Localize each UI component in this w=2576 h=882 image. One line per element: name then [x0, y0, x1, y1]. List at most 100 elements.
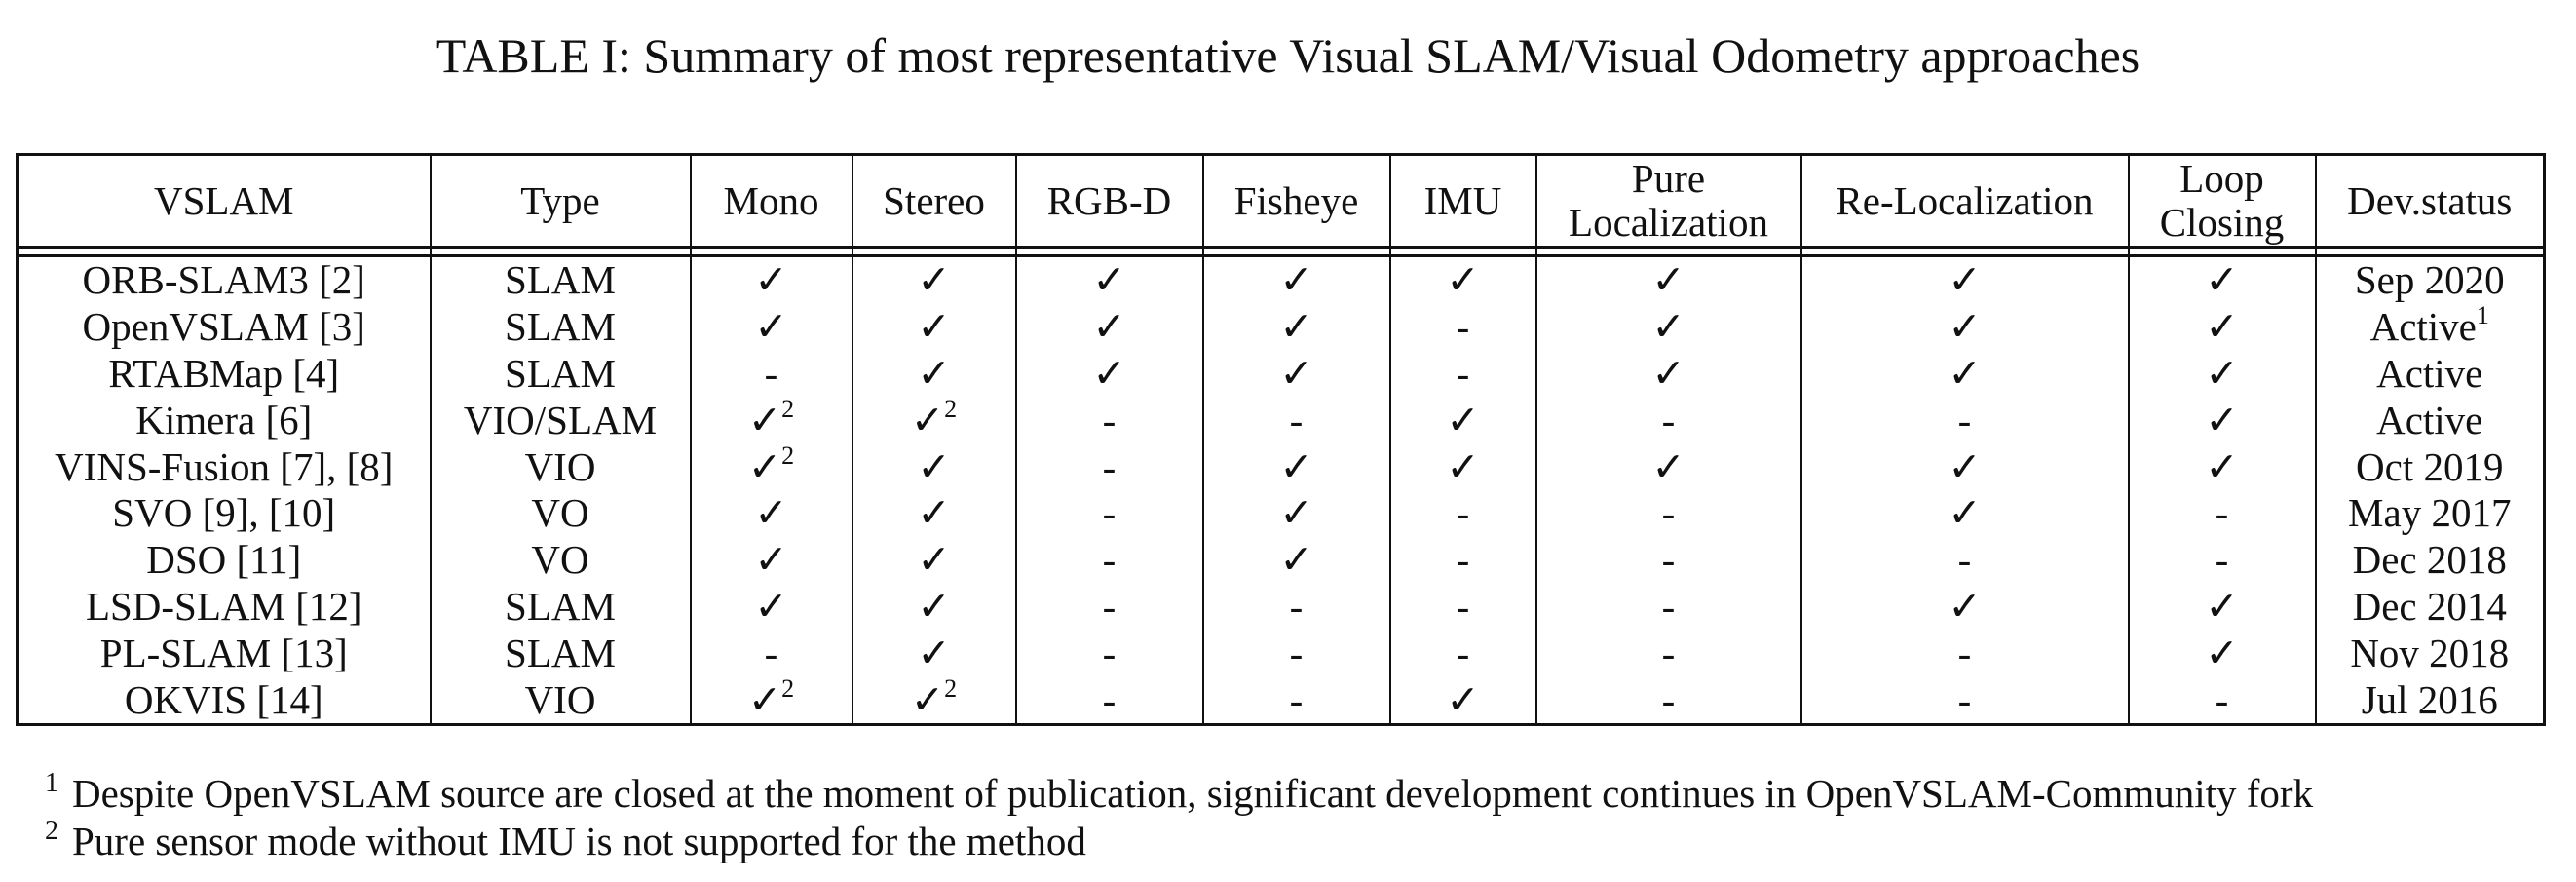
cell-vslam: DSO [11] [16, 536, 432, 584]
cell-pure-localization-value: ✓ [1651, 257, 1686, 303]
cell-type: VIO/SLAM [429, 397, 692, 444]
cell-pure-localization: - [1534, 397, 1802, 444]
cell-pure-localization-value: ✓ [1651, 304, 1686, 350]
cell-stereo: ✓ [851, 350, 1017, 398]
cell-type-value: VO [531, 537, 589, 583]
cell-vslam-value: OpenVSLAM [3] [82, 304, 365, 350]
cell-pure-localization-value: - [1661, 676, 1676, 722]
header-row: VSLAM Type Mono Stereo RGB-D Fisheye IMU… [16, 153, 2546, 249]
cell-relocalization: - [1799, 536, 2130, 584]
footnote-ref: 2 [781, 673, 795, 703]
cell-dev-status: Dec 2014 [2314, 583, 2546, 631]
cell-fisheye-value: - [1289, 583, 1304, 629]
cell-imu: ✓ [1388, 443, 1537, 490]
cell-loop-closing-value: - [2215, 490, 2229, 536]
cell-dev-status: Active [2314, 397, 2546, 444]
cell-loop-closing-value: ✓ [2205, 443, 2239, 489]
cell-dev-status: May 2017 [2314, 489, 2546, 537]
cell-imu: - [1388, 303, 1537, 351]
cell-type-value: VO [531, 490, 589, 536]
cell-fisheye: ✓ [1201, 489, 1391, 537]
cell-mono: ✓2 [689, 442, 853, 490]
cell-imu-value: - [1456, 490, 1470, 536]
cell-loop-closing: ✓ [2127, 630, 2317, 677]
cell-stereo: ✓ [851, 253, 1017, 304]
cell-fisheye-value: ✓ [1279, 490, 1313, 536]
cell-relocalization: - [1799, 676, 2130, 726]
cell-dev-status: Nov 2018 [2314, 630, 2546, 677]
cell-rgbd-value: ✓ [1092, 304, 1126, 350]
cell-vslam: Kimera [6] [16, 397, 432, 444]
cell-loop-closing: - [2127, 676, 2317, 726]
cell-fisheye-value: ✓ [1279, 257, 1313, 303]
cell-type-value: VIO [524, 676, 596, 722]
cell-vslam-value: SVO [9], [10] [112, 490, 336, 536]
cell-type: VO [429, 489, 692, 537]
footnotes: 1 Despite OpenVSLAM source are closed at … [45, 770, 2313, 865]
cell-pure-localization-value: - [1661, 630, 1676, 675]
cell-type-value: VIO/SLAM [463, 397, 658, 442]
cell-rgbd: - [1014, 583, 1204, 631]
cell-loop-closing: ✓ [2127, 253, 2317, 304]
cell-loop-closing-value: - [2215, 676, 2229, 722]
cell-dev-status-value: Active [2376, 350, 2483, 396]
cell-fisheye-value: ✓ [1279, 443, 1313, 489]
cell-vslam: VINS-Fusion [7], [8] [16, 443, 432, 490]
cell-vslam: RTABMap [4] [16, 350, 432, 398]
cell-vslam: OpenVSLAM [3] [16, 303, 432, 351]
cell-stereo-value: ✓ [910, 397, 945, 442]
cell-pure-localization: - [1534, 489, 1802, 537]
cell-stereo: ✓ [851, 443, 1017, 490]
cell-loop-closing: ✓ [2127, 303, 2317, 351]
cell-relocalization: ✓ [1799, 489, 2130, 537]
cell-rgbd-value: - [1102, 676, 1117, 722]
cell-imu: - [1388, 536, 1537, 584]
cell-type-value: SLAM [505, 257, 616, 303]
header-stereo: Stereo [851, 153, 1017, 249]
cell-fisheye-value: - [1289, 397, 1304, 442]
cell-pure-localization-value: - [1661, 490, 1676, 536]
cell-fisheye-value: - [1289, 630, 1304, 675]
cell-imu: - [1388, 630, 1537, 677]
cell-relocalization-value: - [1957, 630, 1972, 675]
cell-relocalization-value: ✓ [1948, 304, 1982, 350]
table-row: LSD-SLAM [12] SLAM ✓ ✓ - - - - ✓ ✓ Dec 2014 [16, 583, 2546, 631]
table-row: OKVIS [14] VIO ✓2 ✓2- - ✓ - - - Jul 2016 [16, 673, 2546, 726]
cell-stereo-value: ✓ [917, 443, 951, 489]
cell-fisheye: - [1201, 676, 1391, 726]
cell-loop-closing: ✓ [2127, 350, 2317, 398]
cell-fisheye-value: ✓ [1279, 537, 1313, 583]
cell-stereo: ✓2 [851, 396, 1017, 444]
footnote-ref: 1 [2476, 301, 2489, 330]
cell-stereo: ✓ [851, 630, 1017, 677]
cell-rgbd: ✓ [1014, 253, 1204, 304]
cell-imu-value: ✓ [1446, 443, 1480, 489]
footnote-2-text: Pure sensor mode without IMU is not supp… [72, 819, 1086, 863]
cell-imu-value: - [1456, 537, 1470, 583]
table-row: Kimera [6] VIO/SLAM ✓2 ✓2- - ✓ - - ✓ Active [16, 396, 2546, 444]
cell-imu: ✓ [1388, 253, 1537, 304]
cell-type: VIO [429, 443, 692, 490]
cell-relocalization-value: - [1957, 676, 1972, 722]
cell-type-value: SLAM [505, 350, 616, 396]
cell-relocalization-value: ✓ [1948, 350, 1982, 396]
cell-type: VO [429, 536, 692, 584]
cell-type: VIO [429, 676, 692, 726]
cell-stereo: ✓ [851, 536, 1017, 584]
cell-dev-status: Jul 2016 [2314, 676, 2546, 726]
cell-stereo: ✓ [851, 583, 1017, 631]
cell-fisheye: - [1201, 630, 1391, 677]
cell-relocalization: ✓ [1799, 350, 2130, 398]
cell-rgbd: - [1014, 397, 1204, 444]
cell-dev-status: Active1 [2314, 301, 2546, 351]
cell-mono: ✓ [689, 489, 853, 537]
cell-stereo-value: ✓ [917, 537, 951, 583]
cell-imu: ✓ [1388, 397, 1537, 444]
header-pure-localization-line1: Pure [1631, 156, 1706, 201]
header-vslam: VSLAM [16, 153, 432, 249]
cell-relocalization-value: ✓ [1948, 583, 1982, 629]
cell-mono: ✓2 [689, 396, 853, 444]
cell-relocalization-value: - [1957, 397, 1972, 442]
cell-type-value: SLAM [505, 304, 616, 350]
cell-imu: - [1388, 350, 1537, 398]
